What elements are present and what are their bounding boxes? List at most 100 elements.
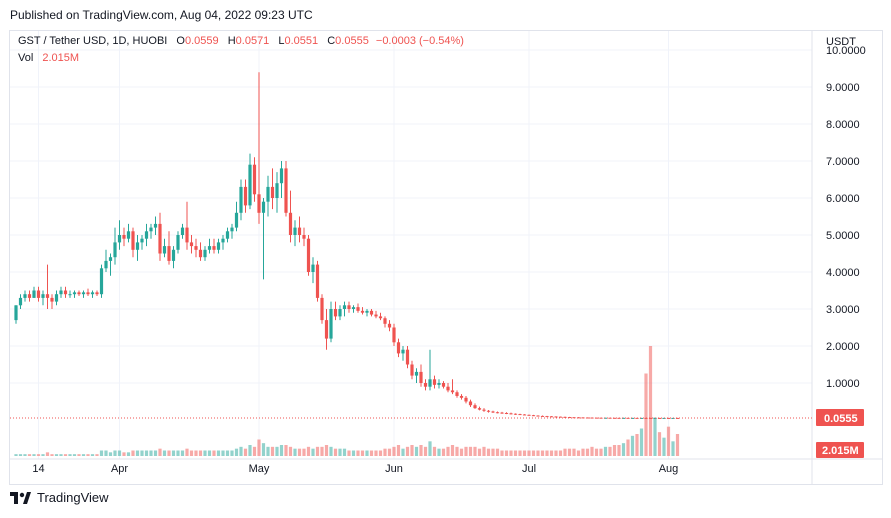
candle-body bbox=[216, 242, 221, 250]
candle-body bbox=[54, 294, 59, 302]
candle-body bbox=[266, 186, 270, 202]
volume-bar bbox=[360, 450, 365, 456]
candle-body bbox=[338, 309, 342, 317]
volume-bar bbox=[302, 448, 306, 456]
candle-body bbox=[347, 305, 351, 309]
volume-bar bbox=[378, 450, 383, 456]
volume-bar bbox=[405, 446, 410, 456]
legend-low-value: 0.0551 bbox=[284, 35, 319, 47]
candle-body bbox=[311, 264, 315, 272]
candle-body bbox=[549, 416, 554, 418]
price-tick-label: 5.0000 bbox=[826, 230, 860, 242]
legend-vol-label[interactable]: Vol bbox=[18, 52, 34, 64]
volume-bar bbox=[572, 448, 576, 456]
volume-bar bbox=[491, 448, 495, 456]
volume-bar bbox=[675, 434, 680, 456]
candle-body bbox=[522, 414, 527, 416]
candle-body bbox=[144, 231, 149, 239]
volume-bar bbox=[513, 450, 518, 456]
volume-bar bbox=[585, 448, 590, 456]
candle-body bbox=[464, 397, 468, 402]
volume-bar bbox=[266, 446, 270, 456]
candle-body bbox=[459, 395, 464, 398]
volume-bar bbox=[473, 446, 477, 456]
volume-bar bbox=[23, 454, 27, 456]
volume-bar bbox=[311, 448, 315, 456]
candle-body bbox=[135, 242, 140, 250]
candle-body bbox=[558, 416, 563, 418]
candle-body bbox=[95, 292, 99, 295]
candle-body bbox=[293, 227, 297, 235]
legend-high-value: 0.0571 bbox=[235, 35, 270, 47]
candle-body bbox=[360, 310, 365, 313]
volume-bar bbox=[158, 448, 162, 456]
volume-bar bbox=[135, 450, 140, 456]
chart-frame[interactable] bbox=[9, 30, 883, 485]
candle-body bbox=[369, 310, 374, 315]
candle-body bbox=[63, 290, 68, 295]
candle-body bbox=[171, 249, 176, 261]
volume-bar bbox=[225, 450, 230, 456]
volume-bar bbox=[99, 450, 104, 456]
last-volume-badge bbox=[816, 442, 864, 458]
price-tick-label: 6.0000 bbox=[826, 193, 860, 205]
candle-body bbox=[306, 238, 311, 272]
volume-bar bbox=[140, 450, 144, 456]
volume-bar bbox=[509, 450, 513, 456]
candle-body bbox=[185, 227, 189, 243]
volume-bar bbox=[144, 450, 149, 456]
legend-change: −0.0003 (−0.54%) bbox=[375, 35, 464, 47]
published-note: Published on TradingView.com, Aug 04, 20… bbox=[10, 8, 313, 22]
candle-body bbox=[284, 168, 288, 213]
candle-body bbox=[639, 417, 644, 419]
volume-bar bbox=[644, 373, 648, 456]
volume-bar bbox=[630, 435, 635, 456]
volume-bar bbox=[432, 446, 437, 456]
candle-body bbox=[374, 314, 378, 317]
candle-body bbox=[68, 294, 72, 296]
volume-bar bbox=[410, 445, 414, 456]
volume-bar bbox=[207, 450, 212, 456]
volume-bar bbox=[63, 454, 68, 456]
candle-body bbox=[234, 212, 239, 228]
volume-bar bbox=[14, 454, 18, 456]
volume-bar bbox=[522, 450, 527, 456]
candle-body bbox=[320, 297, 324, 321]
volume-bar bbox=[297, 448, 302, 456]
volume-bar bbox=[176, 450, 180, 456]
candle-body bbox=[396, 342, 401, 354]
volume-bar bbox=[252, 446, 257, 456]
candle-body bbox=[563, 416, 567, 418]
candle-body bbox=[491, 411, 495, 413]
candle-body bbox=[86, 292, 90, 295]
volume-bar bbox=[567, 448, 572, 456]
candle-body bbox=[513, 413, 518, 415]
volume-bar bbox=[603, 446, 608, 456]
volume-bar bbox=[194, 450, 198, 456]
volume-bar bbox=[108, 452, 113, 456]
volume-bar bbox=[464, 446, 468, 456]
candle-body bbox=[324, 320, 329, 339]
volume-bar bbox=[185, 448, 189, 456]
volume-bar bbox=[117, 450, 122, 456]
candle-body bbox=[392, 327, 396, 343]
candle-body bbox=[486, 410, 491, 412]
legend-symbol[interactable]: GST / Tether USD, 1D, HUOBI bbox=[18, 35, 168, 47]
volume-bar bbox=[401, 448, 405, 456]
volume-bar bbox=[32, 454, 36, 456]
legend-close-label: C bbox=[327, 35, 336, 47]
legend-open-value: 0.0559 bbox=[184, 35, 219, 47]
volume-bar bbox=[45, 452, 50, 456]
volume-bar bbox=[626, 439, 630, 456]
candle-body bbox=[239, 186, 243, 213]
volume-bar bbox=[338, 448, 342, 456]
volume-bar bbox=[356, 450, 360, 456]
tradingview-footer[interactable]: TradingView bbox=[10, 490, 109, 505]
candle-body bbox=[140, 238, 144, 243]
volume-bar bbox=[387, 448, 392, 456]
volume-bar bbox=[662, 437, 666, 456]
volume-bar bbox=[81, 454, 86, 456]
candle-body bbox=[189, 242, 194, 247]
candle-body bbox=[45, 294, 50, 298]
